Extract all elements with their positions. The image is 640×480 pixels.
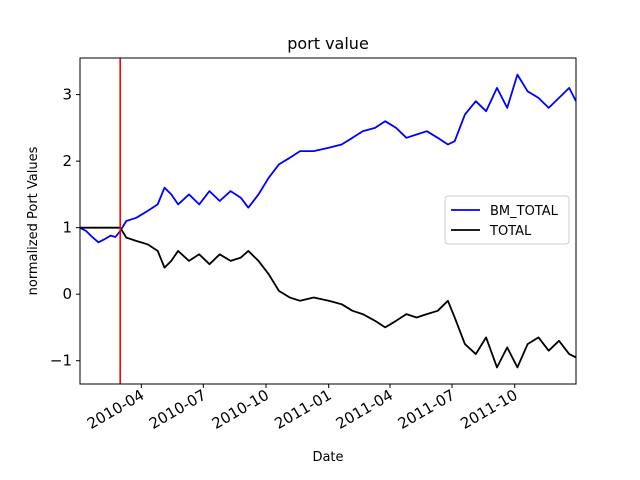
y-tick-label: 0: [62, 285, 72, 303]
legend-label: BM_TOTAL: [490, 204, 559, 219]
legend-box: [444, 195, 570, 245]
y-tick-label: 2: [62, 152, 72, 170]
y-tick-label: 3: [62, 86, 72, 104]
x-tick-label: 2010-04: [84, 386, 147, 433]
legend-label: TOTAL: [489, 224, 532, 239]
series-group: [80, 73, 576, 369]
series-line-bm-total: [80, 73, 576, 244]
x-tick-label: 2011-04: [333, 386, 396, 433]
x-tick-label: 2011-10: [457, 386, 520, 433]
y-axis-label: normalized Port Values: [26, 146, 41, 295]
x-tick-label: 2011-07: [395, 386, 458, 433]
x-tick-label: 2010-10: [209, 386, 272, 433]
chart-title: port value: [287, 34, 369, 53]
series-line-total: [80, 226, 576, 369]
plot-frame: [79, 57, 577, 385]
x-tick-label: 2011-01: [271, 386, 334, 433]
x-tick-label: 2010-07: [146, 386, 209, 433]
x-axis-label: Date: [312, 450, 343, 465]
legend: BM_TOTAL TOTAL: [444, 195, 570, 245]
y-tick-label: 1: [62, 219, 72, 237]
y-tick-label: −1: [50, 352, 72, 370]
